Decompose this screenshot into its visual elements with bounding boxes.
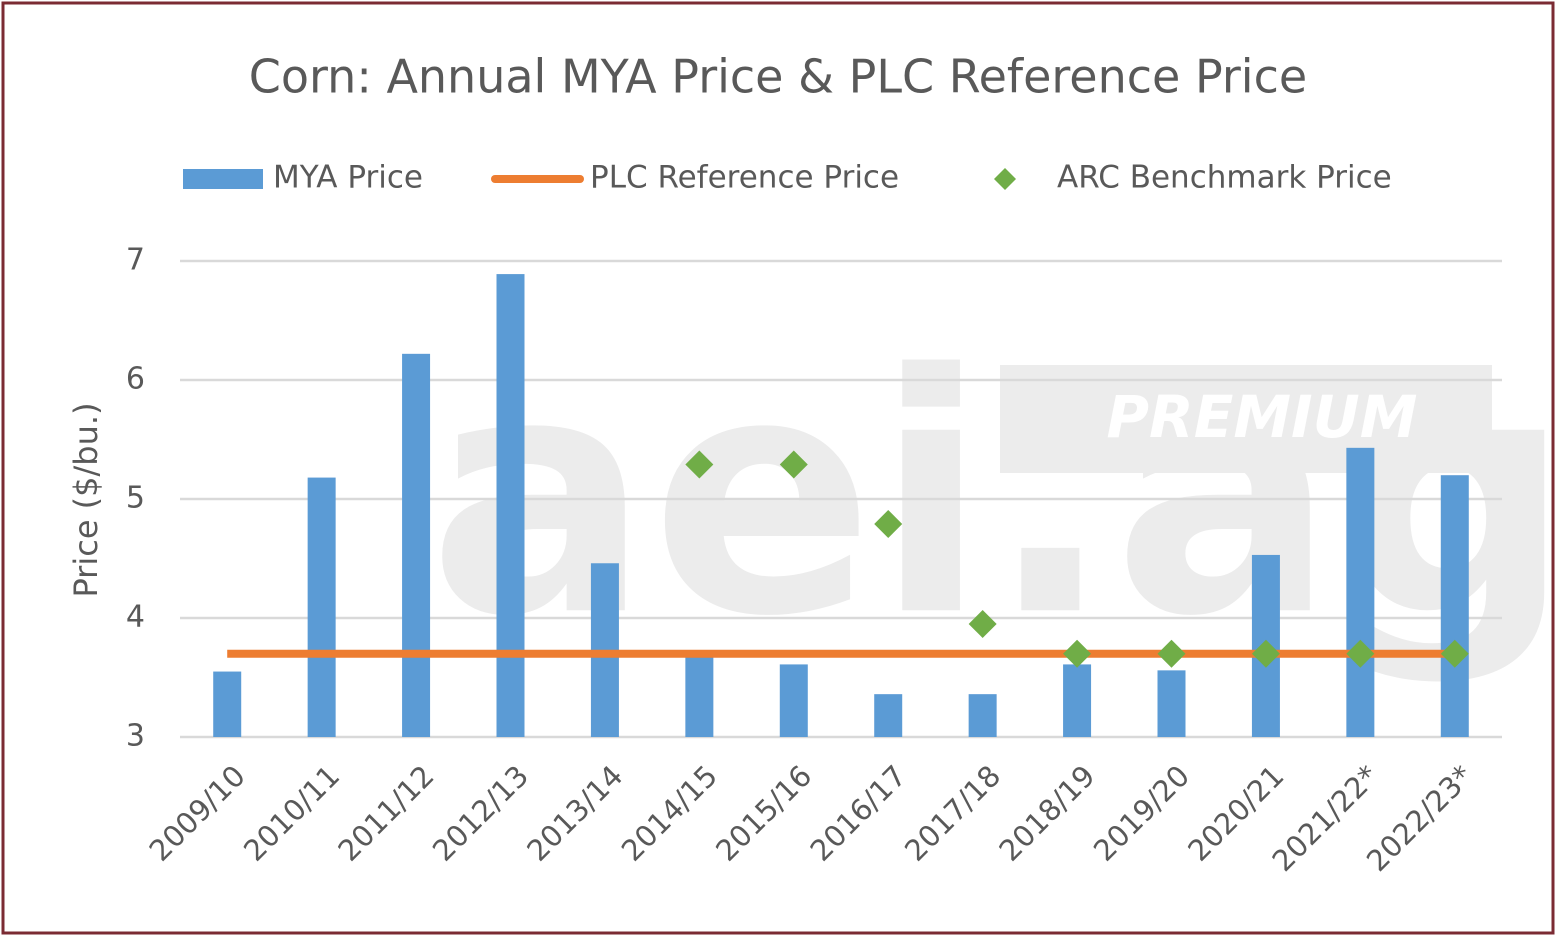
bar	[1440, 475, 1469, 737]
marker	[1440, 639, 1469, 668]
bar	[496, 274, 525, 737]
chart-title: Corn: Annual MYA Price & PLC Reference P…	[249, 50, 1307, 104]
bar	[968, 694, 997, 737]
y-tick-label: 7	[126, 243, 145, 278]
legend-swatch	[994, 168, 1016, 190]
bar	[213, 671, 242, 737]
marker	[968, 609, 997, 638]
marker	[779, 450, 808, 479]
legend-label: PLC Reference Price	[590, 160, 899, 196]
legend-label: ARC Benchmark Price	[1057, 160, 1392, 196]
bar	[402, 353, 431, 737]
y-tick-label: 3	[126, 719, 145, 754]
bar	[874, 694, 903, 737]
y-tick-label: 5	[126, 481, 145, 516]
marker	[1346, 639, 1375, 668]
marker	[874, 509, 903, 538]
y-tick-label: 6	[126, 362, 145, 397]
y-tick-label: 4	[126, 600, 145, 635]
marker	[685, 450, 714, 479]
bar	[1346, 447, 1375, 737]
y-axis-label: Price ($/bu.)	[67, 402, 105, 597]
watermark-badge: PREMIUM	[1107, 383, 1418, 451]
marker	[1063, 639, 1092, 668]
bar	[1063, 664, 1092, 737]
marker	[1251, 639, 1280, 668]
bar	[685, 653, 714, 737]
bar	[307, 477, 336, 737]
legend-label: MYA Price	[273, 160, 423, 196]
marker	[1157, 639, 1186, 668]
legend-swatch	[183, 169, 263, 189]
watermark-badge-box	[1000, 365, 1492, 473]
bar	[1157, 670, 1186, 737]
bar	[779, 664, 808, 737]
